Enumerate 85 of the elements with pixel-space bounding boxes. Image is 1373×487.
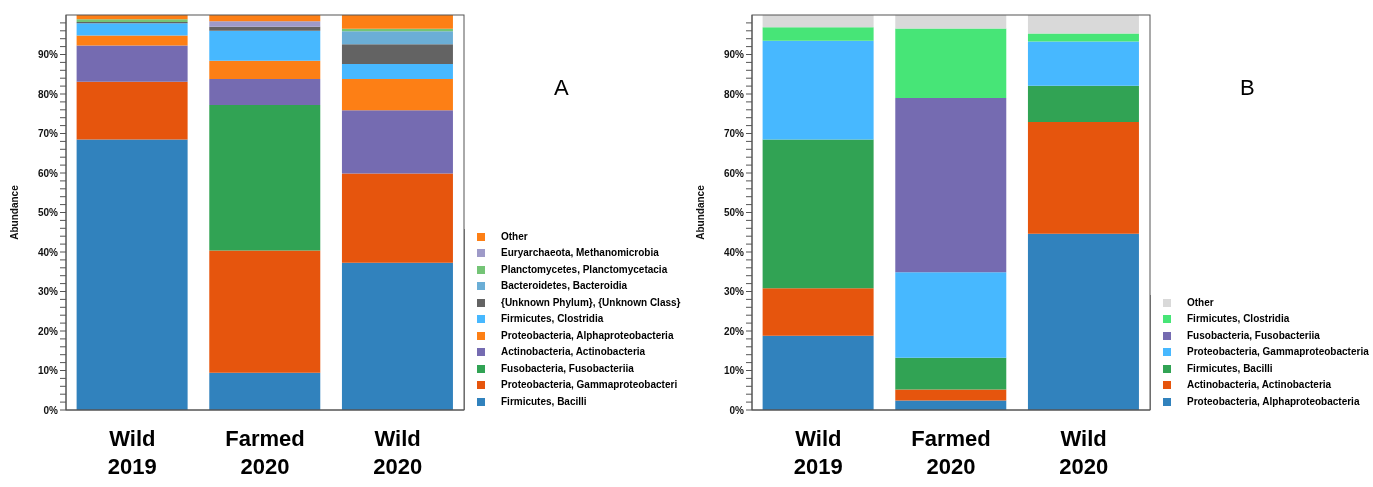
y-tick-label: 90% <box>723 49 745 61</box>
legend-label: Euryarchaeota, Methanomicrobia <box>501 246 659 260</box>
y-tick-label: 10% <box>723 365 745 377</box>
y-tick-label: 30% <box>723 286 745 298</box>
bar <box>895 272 1007 358</box>
legend-label: Firmicutes, Bacilli <box>1187 361 1273 376</box>
text: B <box>1240 75 1255 100</box>
bar <box>76 35 188 46</box>
legend-label: {Unknown Phylum}, {Unknown Class} <box>501 295 681 310</box>
y-tick-label: 80% <box>723 88 745 100</box>
bar <box>895 28 1007 98</box>
bar <box>895 97 1007 273</box>
y-tick-label: 50% <box>37 207 59 219</box>
legend-label: Actinobacteria, Actinobacteria <box>501 345 646 359</box>
bar <box>762 288 874 336</box>
bar <box>341 44 453 64</box>
bar <box>209 60 321 79</box>
bar <box>209 21 321 27</box>
legend-label: Fusobacteria, Fusobacteriia <box>501 361 634 376</box>
y-tick-label: 20% <box>37 325 59 337</box>
bar <box>341 63 453 79</box>
legend-label: Fusobacteria, Fusobacteriia <box>1187 328 1320 343</box>
x-tick-label: Wild 2020 <box>373 426 423 479</box>
y-tick-label: 90% <box>37 49 59 61</box>
bar <box>1027 41 1139 86</box>
bar <box>209 250 321 373</box>
bar <box>762 15 874 28</box>
bar <box>209 30 321 61</box>
bar <box>895 389 1007 401</box>
y-tick-label: 0% <box>729 404 745 416</box>
x-tick-label: Wild 2019 <box>107 426 157 479</box>
legend-label: Proteobacteria, Gammaproteobacteri <box>501 378 678 392</box>
bar <box>1027 122 1139 234</box>
bar <box>76 23 188 36</box>
bar <box>341 78 453 111</box>
bar <box>895 357 1007 390</box>
bar <box>209 105 321 251</box>
y-axis-title: Abundance <box>8 184 20 240</box>
legend-label: Proteobacteria, Gammaproteobacteria <box>1187 345 1369 359</box>
legend-label: Planctomycetes, Planctomycetacia <box>501 262 668 277</box>
y-tick-label: 10% <box>37 365 59 377</box>
bar <box>1027 233 1139 410</box>
legend-label: Firmicutes, Clostridia <box>501 312 604 326</box>
y-tick-label: 60% <box>37 167 59 179</box>
legend-label: Proteobacteria, Alphaproteobacteria <box>501 328 674 343</box>
y-tick-label: 30% <box>37 286 59 298</box>
y-tick-label: 70% <box>37 128 59 140</box>
legend-label: Firmicutes, Bacilli <box>501 394 587 409</box>
y-tick-label: 60% <box>723 167 745 179</box>
bar <box>762 27 874 41</box>
y-tick-label: 70% <box>723 128 745 140</box>
y-tick-label: 40% <box>37 246 59 258</box>
bar <box>341 15 453 29</box>
legend-label: Firmicutes, Clostridia <box>1187 312 1290 326</box>
bar <box>209 372 321 410</box>
bar <box>76 81 188 140</box>
bar <box>341 262 453 410</box>
text: A <box>554 75 569 100</box>
bar <box>762 335 874 410</box>
legend-label: Bacteroidetes, Bacteroidia <box>501 279 628 293</box>
y-tick-label: 40% <box>723 246 745 258</box>
y-tick-label: 80% <box>37 88 59 100</box>
x-tick-label: Farmed 2020 <box>225 426 305 479</box>
x-tick-label: Wild 2020 <box>1059 426 1109 479</box>
bar <box>341 31 453 45</box>
bar <box>1027 15 1139 34</box>
bar <box>341 173 453 263</box>
bar <box>1027 85 1139 123</box>
bar <box>209 78 321 106</box>
bar <box>76 139 188 410</box>
legend-label: Proteobacteria, Alphaproteobacteria <box>1187 394 1360 409</box>
legend-label: Actinobacteria, Actinobacteria <box>1187 378 1332 392</box>
y-tick-label: 50% <box>723 207 745 219</box>
x-tick-label: Farmed 2020 <box>911 426 991 479</box>
legend-label: Other <box>501 229 528 244</box>
bar <box>762 40 874 140</box>
x-tick-label: Wild 2019 <box>793 426 843 479</box>
bar <box>209 26 321 31</box>
y-tick-label: 20% <box>723 325 745 337</box>
bar <box>341 110 453 174</box>
bar <box>762 139 874 289</box>
y-tick-label: 0% <box>43 404 59 416</box>
bar <box>76 45 188 82</box>
legend-label: Other <box>1187 295 1214 310</box>
y-axis-title: Abundance <box>694 184 706 240</box>
